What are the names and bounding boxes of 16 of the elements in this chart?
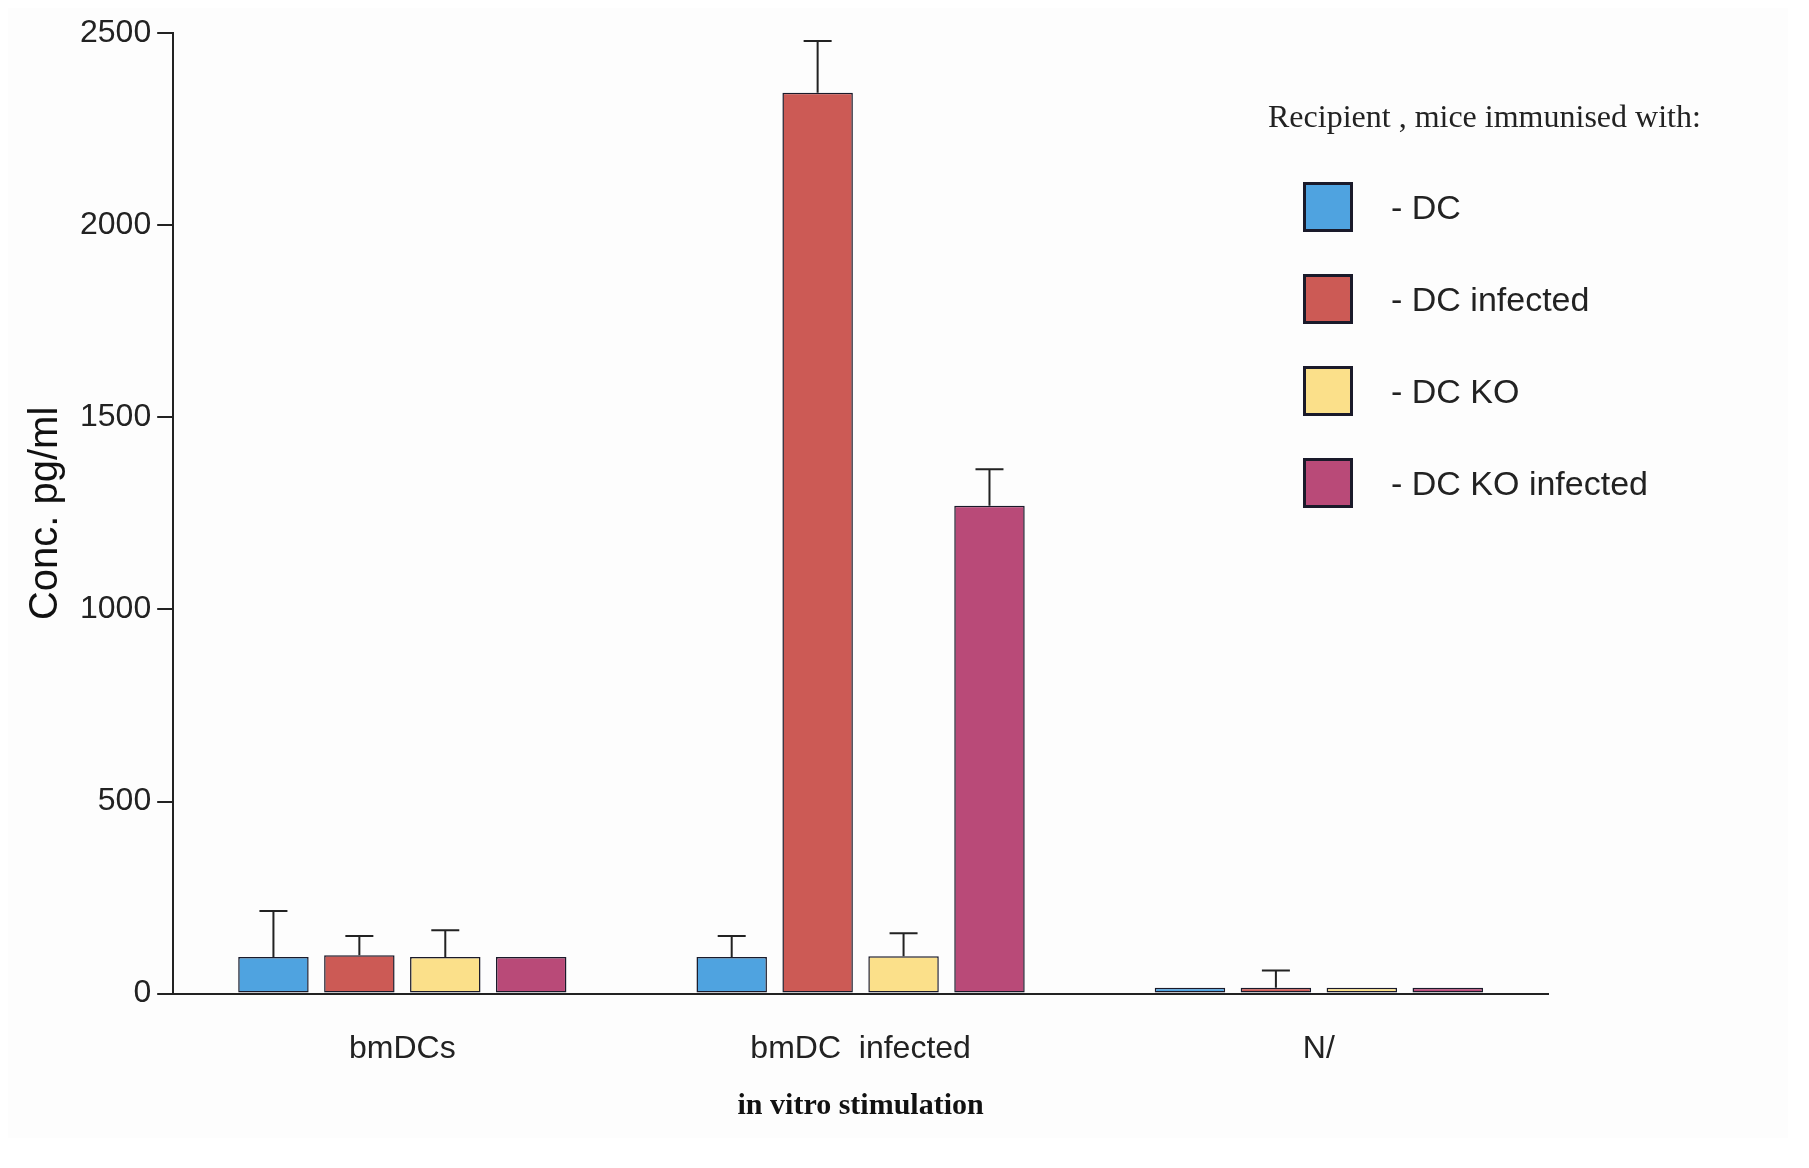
- x-axis-title: in vitro stimulation: [737, 1086, 984, 1120]
- y-tick-label: 1500: [80, 397, 152, 434]
- x-tick-label: bmDC infected: [750, 1028, 971, 1065]
- y-axis-title: Conc. pg/ml: [21, 406, 66, 621]
- legend-label: - DC infected: [1391, 279, 1590, 319]
- legend-label: - DC KO infected: [1391, 463, 1648, 503]
- y-tick-label: 500: [97, 781, 152, 818]
- legend-label: - DC KO: [1391, 371, 1520, 411]
- legend-title: Recipient , mice immunised with:: [1268, 98, 1702, 135]
- y-tick-label: 2000: [80, 205, 152, 242]
- y-tick-label: 1000: [80, 589, 152, 626]
- y-tick-label: 0: [133, 973, 152, 1010]
- legend-label: - DC: [1391, 187, 1461, 227]
- x-tick-label: N/: [1302, 1028, 1335, 1065]
- x-tick-label: bmDCs: [348, 1028, 456, 1065]
- y-tick-label: 2500: [80, 13, 152, 50]
